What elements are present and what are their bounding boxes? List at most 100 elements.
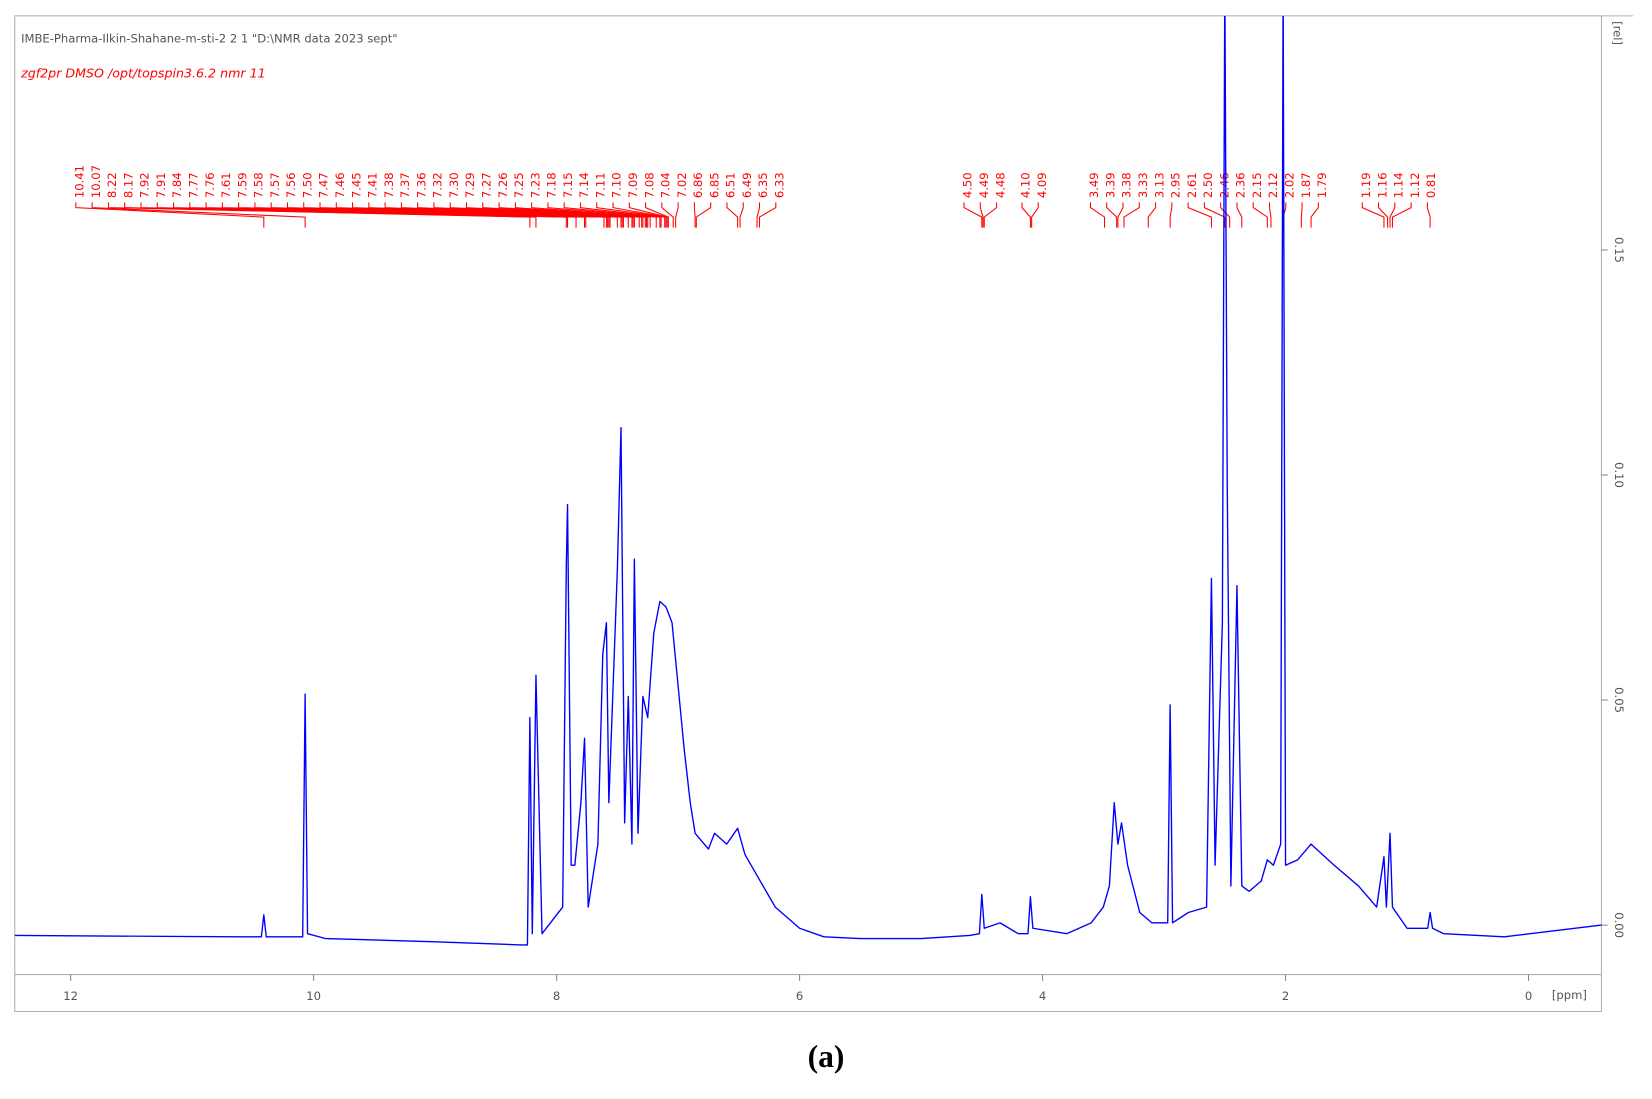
peak-label: 6.35 (756, 172, 770, 198)
spectrum-parameters: zgf2pr DMSO /opt/topspin3.6.2 nmr 11 (20, 65, 266, 80)
peak-label: 7.50 (300, 172, 314, 198)
peak-leader (1426, 202, 1431, 228)
peak-label: 7.47 (317, 172, 331, 198)
peak-label: 6.86 (691, 172, 705, 198)
peak-label: 7.26 (496, 172, 510, 198)
peak-label: 7.27 (480, 172, 494, 198)
peak-annotations: 10.41 10.07 8.22 8.17 7.92 7.91 7.84 7.77 7.76 7.… (73, 165, 1438, 228)
peak-leader (983, 202, 998, 228)
peak-label: 3.39 (1103, 172, 1117, 198)
peak-label: 2.02 (1282, 172, 1296, 198)
peak-label: 10.07 (89, 165, 103, 198)
peak-leader (563, 202, 661, 228)
peak-label: 7.02 (675, 172, 689, 198)
x-axis-unit: [ppm] (1552, 988, 1587, 1002)
peak-label: 1.12 (1408, 172, 1422, 198)
peak-leader (531, 202, 651, 228)
peak-label: 3.38 (1120, 172, 1134, 198)
peak-label: 7.18 (545, 172, 559, 198)
peak-leader (75, 202, 265, 228)
peak-leader (979, 202, 984, 228)
peak-label: 7.77 (187, 172, 201, 198)
peak-label: 7.04 (659, 172, 673, 198)
peak-label: 1.87 (1299, 172, 1313, 198)
peak-leader (1123, 202, 1140, 228)
peak-label: 7.57 (268, 172, 282, 198)
peak-label: 7.08 (642, 172, 656, 198)
peak-label: 7.29 (463, 172, 477, 198)
peak-leader (756, 202, 761, 228)
peak-leader (1187, 202, 1212, 228)
peak-label: 7.41 (366, 172, 380, 198)
peak-label: 2.50 (1201, 172, 1215, 198)
peak-label: 7.45 (349, 172, 363, 198)
peak-label: 7.84 (170, 172, 184, 198)
peak-label: 7.58 (252, 172, 266, 198)
peak-label: 7.36 (414, 172, 428, 198)
peak-leader (675, 202, 679, 228)
peak-leader (1389, 202, 1396, 228)
y-tick-label: 0.00 (1612, 912, 1626, 938)
peak-leader (963, 202, 983, 228)
x-tick-label: 4 (1039, 989, 1046, 1003)
peak-leader (645, 202, 669, 228)
peak-label: 3.33 (1136, 172, 1150, 198)
peak-leader (1117, 202, 1124, 228)
peak-label: 6.49 (740, 172, 754, 198)
peak-label: 7.11 (593, 172, 607, 198)
x-axis-strip (14, 974, 1602, 1013)
peak-label: 2.36 (1234, 172, 1248, 198)
peak-label: 6.51 (724, 172, 738, 198)
peak-label: 8.17 (121, 172, 135, 198)
peak-label: 7.30 (447, 172, 461, 198)
peak-leader (1089, 202, 1106, 228)
peak-label: 4.09 (1035, 172, 1049, 198)
peak-leader (1147, 202, 1157, 228)
peak-label: 6.33 (773, 172, 787, 198)
spectrum-area (14, 15, 1602, 946)
y-tick-label: 0.05 (1612, 687, 1626, 713)
peak-leader (498, 202, 648, 228)
peak-label: 4.50 (961, 172, 975, 198)
peak-leader (1361, 202, 1385, 228)
peak-label: 10.41 (73, 165, 87, 198)
peak-label: 2.95 (1169, 172, 1183, 198)
peak-leader (1220, 202, 1231, 228)
peak-label: 2.15 (1250, 172, 1264, 198)
peak-leader (465, 202, 644, 228)
y-axis-unit: [rel] (1611, 21, 1625, 45)
peak-label: 4.10 (1019, 172, 1033, 198)
peak-label: 4.49 (977, 172, 991, 198)
peak-label: 7.14 (577, 172, 591, 198)
peak-leader (1300, 202, 1303, 228)
peak-label: 1.16 (1375, 172, 1389, 198)
peak-leader (91, 202, 306, 228)
peak-leader (547, 202, 657, 228)
peak-label: 2.12 (1266, 172, 1280, 198)
peak-label: 7.37 (398, 172, 412, 198)
peak-leader (482, 202, 646, 228)
y-tick-label: 0.10 (1612, 462, 1626, 488)
peak-label: 2.61 (1185, 172, 1199, 198)
peak-label: 8.22 (105, 172, 119, 198)
peak-label: 1.14 (1392, 172, 1406, 198)
x-tick-label: 6 (796, 989, 803, 1003)
x-tick-label: 8 (553, 989, 560, 1003)
x-tick-label: 0 (1525, 989, 1532, 1003)
spectrum-line (14, 15, 1602, 946)
peak-label: 7.15 (561, 172, 575, 198)
peak-leader (1310, 202, 1319, 228)
peak-label: 4.48 (993, 172, 1007, 198)
peak-leader (739, 202, 744, 228)
peak-leader (628, 202, 668, 228)
peak-leader (661, 202, 674, 228)
peak-label: 7.46 (333, 172, 347, 198)
plot-frame (14, 15, 1602, 976)
peak-leader (1169, 202, 1173, 228)
peak-leader (596, 202, 666, 228)
figure-caption: (a) (808, 1039, 845, 1074)
peak-leader (695, 202, 712, 228)
y-tick-label: 0.15 (1612, 237, 1626, 263)
x-tick-label: 2 (1282, 989, 1289, 1003)
peak-label: 0.81 (1424, 172, 1438, 198)
